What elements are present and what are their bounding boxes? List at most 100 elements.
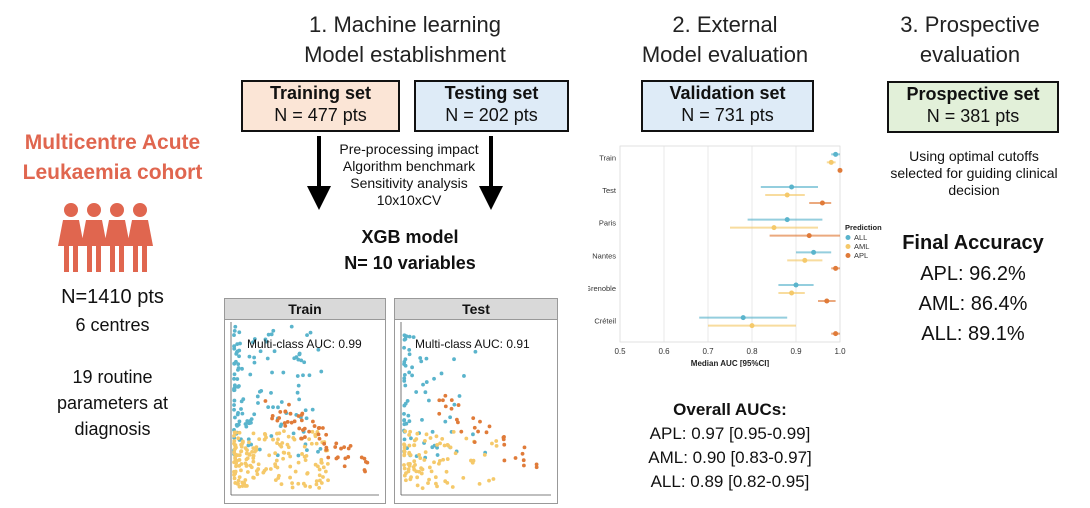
step-sensitivity: Sensitivity analysis xyxy=(350,175,468,191)
scatter-point-all xyxy=(310,407,315,412)
scatter-point-aml xyxy=(317,473,322,478)
scatter-point-aml xyxy=(232,439,237,443)
scatter-point-all xyxy=(237,330,242,335)
scatter-point-aml xyxy=(437,458,442,463)
forest-point-apl xyxy=(819,200,825,206)
scatter-point-aml xyxy=(314,441,319,446)
scatter-point-all xyxy=(435,453,440,457)
scatter-point-apl xyxy=(443,404,448,409)
scatter-point-apl xyxy=(437,411,442,416)
scatter-point-aml xyxy=(321,475,325,479)
scatter-point-aml xyxy=(281,450,286,455)
scatter-point-aml xyxy=(239,449,244,454)
scatter-point-aml xyxy=(251,446,256,451)
scatter-point-apl xyxy=(501,435,506,440)
scatter-point-all xyxy=(319,369,324,374)
scatter-point-aml xyxy=(319,457,324,462)
scatter-point-aml xyxy=(279,482,284,487)
forest-point-aml xyxy=(771,225,777,231)
section2-heading: 2. External Model evaluation xyxy=(610,10,840,70)
scatter-point-aml xyxy=(233,469,238,474)
scatter-point-all xyxy=(426,398,431,403)
scatter-point-apl xyxy=(277,416,282,420)
scatter-point-aml xyxy=(237,430,242,435)
training-set-box: Training set N = 477 pts xyxy=(241,80,400,132)
forest-y-label: Test xyxy=(602,186,617,195)
scatter-point-aml xyxy=(438,441,442,446)
scatter-point-all xyxy=(239,407,243,411)
overall-aucs: Overall AUCs: APL: 0.97 [0.95-0.99] AML:… xyxy=(600,398,860,494)
scatter-point-all xyxy=(276,405,280,410)
scatter-point-aml xyxy=(420,486,425,491)
validation-set-title: Validation set xyxy=(669,83,786,103)
scatter-point-apl xyxy=(342,445,347,450)
overall-auc-all: ALL: 0.89 [0.82-0.95] xyxy=(650,472,810,491)
scatter-point-aml xyxy=(232,476,237,481)
test-panel-title: Test xyxy=(395,299,557,320)
scatter-point-aml xyxy=(434,434,439,439)
scatter-point-aml xyxy=(277,431,282,436)
scatter-point-apl xyxy=(449,406,454,411)
scatter-point-aml xyxy=(281,456,286,461)
scatter-point-aml xyxy=(443,479,448,484)
scatter-point-all xyxy=(318,446,323,451)
scatter-point-all xyxy=(473,349,478,354)
scatter-point-aml xyxy=(494,439,499,443)
scatter-point-all xyxy=(402,345,406,350)
scatter-point-apl xyxy=(437,398,442,403)
scatter-point-aml xyxy=(254,448,259,452)
forest-point-apl xyxy=(824,298,830,304)
scatter-point-aml xyxy=(319,460,324,465)
accuracy-all: ALL: 89.1% xyxy=(921,323,1025,345)
scatter-point-all xyxy=(236,362,241,367)
scatter-point-all xyxy=(264,339,269,344)
scatter-point-all xyxy=(235,349,240,354)
scatter-point-apl xyxy=(487,424,492,429)
scatter-point-all xyxy=(403,401,408,406)
scatter-point-all xyxy=(443,419,448,424)
scatter-point-all xyxy=(457,394,462,398)
scatter-point-all xyxy=(237,384,241,388)
scatter-point-aml xyxy=(240,484,245,488)
scatter-point-all xyxy=(452,357,456,362)
prospective-note-line2: selected for guiding clinical xyxy=(890,165,1058,181)
scatter-point-aml xyxy=(254,445,259,450)
scatter-point-all xyxy=(402,372,407,377)
people-group-icon xyxy=(58,203,153,272)
scatter-point-all xyxy=(246,443,251,448)
scatter-point-aml xyxy=(282,429,286,434)
scatter-point-all xyxy=(269,332,274,337)
scatter-point-all xyxy=(272,349,277,354)
scatter-point-aml xyxy=(412,467,417,472)
scatter-point-aml xyxy=(288,454,293,459)
scatter-point-all xyxy=(232,361,237,366)
test-scatter-plot xyxy=(400,322,551,496)
scatter-point-all xyxy=(295,390,300,395)
scatter-point-apl xyxy=(454,417,459,422)
training-set-title: Training set xyxy=(269,83,372,103)
cohort-params: 19 routine parameters at diagnosis xyxy=(0,364,225,442)
scatter-point-all xyxy=(256,401,260,405)
scatter-point-aml xyxy=(233,443,238,448)
overall-auc-aml: AML: 0.90 [0.83-0.97] xyxy=(648,448,812,467)
scatter-point-aml xyxy=(408,429,413,434)
section3-heading: 3. Prospective evaluation xyxy=(870,10,1070,70)
scatter-point-aml xyxy=(233,446,238,450)
flow-arrows xyxy=(307,136,503,210)
scatter-point-all xyxy=(403,383,408,388)
scatter-point-all xyxy=(418,356,423,360)
scatter-point-apl xyxy=(443,393,448,398)
scatter-point-aml xyxy=(408,477,413,482)
cohort-params-line3: diagnosis xyxy=(74,419,151,439)
forest-y-label: Paris xyxy=(599,219,616,228)
scatter-point-aml xyxy=(412,438,417,443)
scatter-point-aml xyxy=(276,437,280,442)
scatter-point-all xyxy=(304,416,309,421)
scatter-point-all xyxy=(303,408,308,413)
scatter-point-apl xyxy=(471,416,476,421)
scatter-point-aml xyxy=(237,484,242,489)
scatter-point-apl xyxy=(363,469,367,474)
scatter-point-apl xyxy=(362,456,367,461)
scatter-point-aml xyxy=(232,473,236,477)
train-auc-label: Multi-class AUC: 0.99 xyxy=(247,337,362,351)
